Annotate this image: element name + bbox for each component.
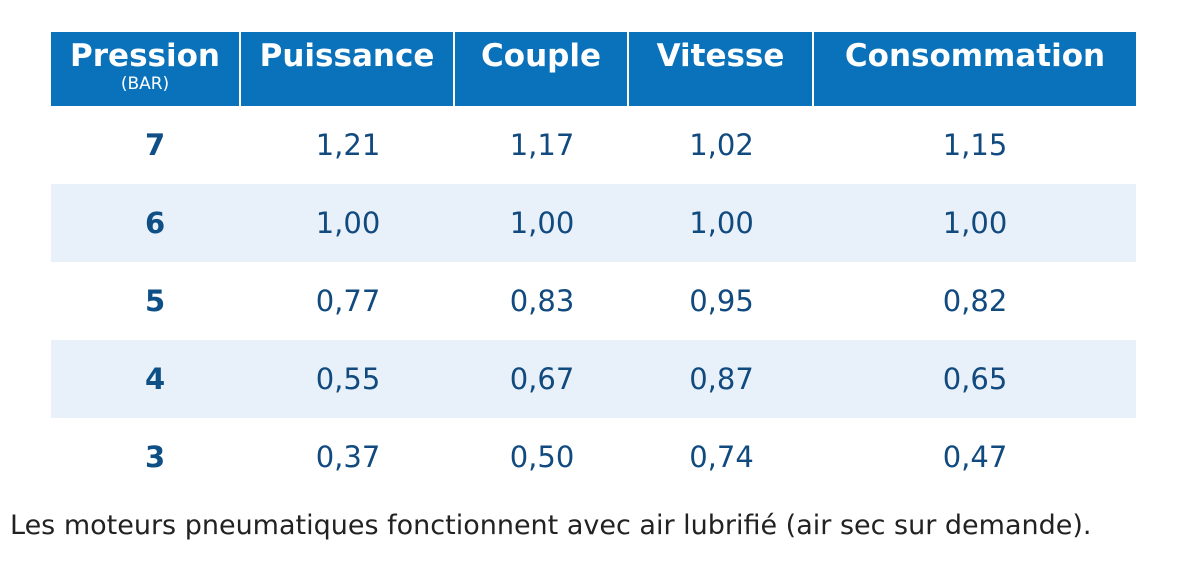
pressure-table: Pression (BAR) Puissance Couple Vitesse … [51, 32, 1136, 496]
cell-puissance: 1,00 [315, 206, 381, 240]
footnote: Les moteurs pneumatiques fonctionnent av… [10, 510, 1092, 541]
header-pression-label: Pression [70, 38, 220, 74]
cell-vitesse: 0,87 [689, 362, 754, 396]
cell-puissance: 0,55 [315, 362, 381, 396]
header-pression-unit: (BAR) [120, 74, 170, 94]
cell-puissance: 1,21 [315, 128, 381, 162]
header-consommation-label: Consommation [844, 38, 1106, 74]
header-puissance: Puissance [241, 32, 455, 106]
cell-couple: 1,00 [509, 206, 575, 240]
cell-consommation: 0,47 [942, 440, 1008, 474]
header-pression: Pression (BAR) [51, 32, 241, 106]
table-row: 6 1,00 1,00 1,00 1,00 [51, 184, 1136, 262]
header-puissance-label: Puissance [259, 38, 435, 74]
cell-couple: 1,17 [509, 128, 575, 162]
header-consommation: Consommation [814, 32, 1136, 106]
header-vitesse-label: Vitesse [656, 38, 785, 74]
cell-consommation: 1,15 [942, 128, 1008, 162]
cell-vitesse: 1,02 [689, 128, 754, 162]
cell-consommation: 0,82 [942, 284, 1008, 318]
cell-vitesse: 0,95 [689, 284, 754, 318]
header-vitesse: Vitesse [629, 32, 814, 106]
cell-couple: 0,50 [509, 440, 575, 474]
table-row: 7 1,21 1,17 1,02 1,15 [51, 106, 1136, 184]
cell-consommation: 1,00 [942, 206, 1008, 240]
table-row: 5 0,77 0,83 0,95 0,82 [51, 262, 1136, 340]
cell-pression: 3 [145, 440, 166, 474]
cell-pression: 5 [145, 284, 166, 318]
cell-pression: 4 [145, 362, 166, 396]
header-couple: Couple [455, 32, 629, 106]
cell-couple: 0,83 [509, 284, 575, 318]
cell-pression: 7 [145, 128, 166, 162]
cell-pression: 6 [145, 206, 166, 240]
cell-vitesse: 1,00 [689, 206, 754, 240]
table-row: 4 0,55 0,67 0,87 0,65 [51, 340, 1136, 418]
cell-vitesse: 0,74 [689, 440, 754, 474]
cell-consommation: 0,65 [942, 362, 1008, 396]
cell-puissance: 0,77 [315, 284, 381, 318]
cell-couple: 0,67 [509, 362, 575, 396]
cell-puissance: 0,37 [315, 440, 381, 474]
table-row: 3 0,37 0,50 0,74 0,47 [51, 418, 1136, 496]
header-couple-label: Couple [481, 38, 601, 74]
table-header: Pression (BAR) Puissance Couple Vitesse … [51, 32, 1136, 106]
